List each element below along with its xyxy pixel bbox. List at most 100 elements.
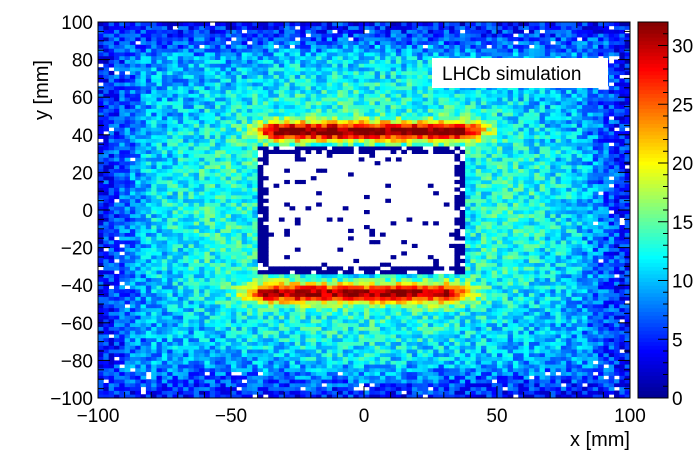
heatmap-cell: [566, 330, 572, 335]
heatmap-cell: [103, 225, 110, 230]
heatmap-cell: [103, 337, 110, 342]
heatmap-cell: [614, 288, 620, 294]
heatmap-cell: [119, 371, 125, 376]
heatmap-cell: [518, 217, 524, 222]
heatmap-cell: [497, 187, 503, 192]
heatmap-cell: [215, 394, 221, 399]
heatmap-cell: [151, 206, 157, 211]
heatmap-cell: [103, 258, 110, 264]
heatmap-cell: [486, 364, 493, 369]
heatmap-cell: [523, 311, 530, 316]
heatmap-cell: [321, 352, 328, 358]
heatmap-cell: [374, 360, 381, 365]
heatmap-cell: [358, 330, 365, 335]
heatmap-cell: [294, 382, 301, 388]
heatmap-cell: [145, 210, 152, 215]
heatmap-cell: [422, 345, 429, 350]
heatmap-cell: [113, 262, 120, 267]
heatmap-cell: [544, 345, 551, 350]
heatmap-cell: [262, 371, 269, 376]
heatmap-cell: [560, 270, 567, 275]
heatmap-cell: [145, 262, 152, 267]
heatmap-cell: [124, 379, 131, 384]
heatmap-cell: [518, 337, 524, 342]
heatmap-cell: [167, 232, 173, 237]
heatmap-cell: [576, 337, 583, 342]
heatmap-cell: [555, 379, 562, 384]
heatmap-cell: [385, 300, 391, 305]
heatmap-cell: [614, 258, 620, 264]
heatmap-cell: [119, 319, 125, 324]
heatmap-cell: [167, 221, 173, 226]
heatmap-cell: [103, 270, 110, 275]
heatmap-cell: [124, 345, 131, 350]
heatmap-cell: [209, 288, 216, 294]
heatmap-cell: [550, 296, 556, 301]
heatmap-cell: [481, 210, 487, 215]
heatmap-cell: [278, 379, 285, 384]
heatmap-cell: [560, 262, 567, 267]
heatmap-cell: [252, 315, 258, 320]
heatmap-cell: [156, 371, 163, 376]
heatmap-cell: [337, 300, 344, 305]
heatmap-cell: [140, 285, 147, 290]
heatmap-cell: [624, 304, 631, 309]
heatmap-cell: [231, 262, 237, 267]
heatmap-cell: [608, 379, 615, 384]
heatmap-cell: [491, 179, 498, 185]
heatmap-cell: [379, 300, 386, 305]
heatmap-cell: [566, 322, 572, 327]
heatmap-cell: [619, 315, 626, 320]
heatmap-cell: [502, 198, 509, 203]
heatmap-cell: [497, 240, 503, 245]
heatmap-cell: [326, 266, 333, 271]
heatmap-cell: [534, 176, 540, 181]
heatmap-cell: [204, 258, 211, 264]
heatmap-cell: [481, 232, 487, 237]
heatmap-cell: [417, 379, 423, 384]
heatmap-cell: [608, 307, 615, 312]
heatmap-cell: [215, 375, 221, 380]
heatmap-cell: [236, 367, 243, 373]
heatmap-cell: [475, 191, 482, 196]
heatmap-cell: [518, 390, 524, 395]
heatmap-cell: [582, 345, 588, 350]
heatmap-cell: [491, 281, 498, 286]
heatmap-cell: [582, 375, 588, 380]
heatmap-cell: [140, 221, 147, 226]
heatmap-cell: [598, 307, 604, 312]
heatmap-cell: [124, 341, 131, 346]
heatmap-cell: [316, 191, 322, 196]
heatmap-cell: [161, 352, 168, 358]
heatmap-cell: [449, 349, 455, 354]
heatmap-cell: [523, 243, 530, 248]
heatmap-cell: [156, 240, 163, 245]
heatmap-cell: [231, 288, 237, 294]
heatmap-cell: [326, 217, 333, 222]
heatmap-cell: [300, 292, 306, 297]
heatmap-cell: [193, 364, 200, 369]
heatmap-cell: [427, 352, 434, 358]
heatmap-cell: [374, 367, 381, 373]
heatmap-cell: [262, 379, 269, 384]
heatmap-cell: [204, 352, 211, 358]
heatmap-cell: [454, 371, 461, 376]
heatmap-cell: [523, 240, 530, 245]
heatmap-cell: [491, 247, 498, 252]
heatmap-cell: [348, 326, 354, 331]
heatmap-cell: [614, 300, 620, 305]
heatmap-cell: [119, 240, 125, 245]
heatmap-cell: [560, 179, 567, 185]
heatmap-cell: [486, 382, 493, 388]
heatmap-cell: [512, 292, 519, 297]
heatmap-cell: [289, 364, 296, 369]
heatmap-cell: [209, 334, 216, 339]
heatmap-cell: [113, 322, 120, 327]
heatmap-cell: [571, 217, 578, 222]
heatmap-cell: [385, 360, 391, 365]
heatmap-cell: [326, 334, 333, 339]
heatmap-cell: [528, 304, 535, 309]
heatmap-cell: [433, 382, 439, 388]
heatmap-cell: [193, 183, 200, 188]
heatmap-cell: [225, 300, 232, 305]
